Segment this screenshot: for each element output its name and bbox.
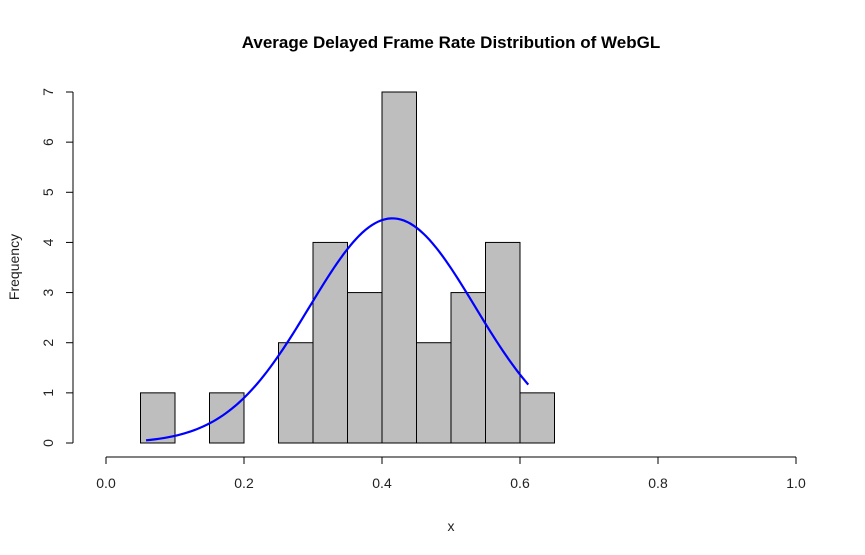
y-tick-label: 4 (40, 238, 56, 246)
histogram-bar (519, 392, 555, 444)
x-tick-label: 0.4 (372, 475, 392, 491)
y-tick-label: 5 (40, 188, 56, 196)
bars-group (140, 91, 555, 444)
y-axis: 0 1 2 3 4 5 6 7 (40, 88, 74, 447)
y-tick-label: 3 (40, 288, 56, 296)
x-tick-label: 0.6 (510, 475, 530, 491)
histogram-bar (381, 91, 417, 444)
histogram-bar (312, 241, 348, 444)
histogram-bar (209, 392, 245, 444)
density-curve (145, 217, 530, 442)
y-tick-label: 0 (40, 439, 56, 447)
histogram-bar (416, 342, 452, 444)
y-tick-label: 2 (40, 339, 56, 347)
histogram-bar (140, 392, 176, 444)
x-axis-label: x (448, 518, 455, 534)
histogram-bar (278, 342, 314, 444)
x-tick-label: 1.0 (786, 475, 806, 491)
x-tick-label: 0.0 (96, 475, 116, 491)
histogram-bar (485, 241, 521, 444)
y-tick-label: 6 (40, 138, 56, 146)
y-tick-label: 7 (40, 88, 56, 96)
x-tick-label: 0.2 (234, 475, 254, 491)
y-axis-label: Frequency (6, 234, 22, 300)
x-axis: 0.0 0.2 0.4 0.6 0.8 1.0 (96, 456, 806, 491)
x-tick-label: 0.8 (648, 475, 668, 491)
histogram-bar (347, 292, 383, 444)
y-tick-label: 1 (40, 389, 56, 397)
histogram-bar (450, 292, 486, 444)
chart-title: Average Delayed Frame Rate Distribution … (242, 33, 660, 52)
